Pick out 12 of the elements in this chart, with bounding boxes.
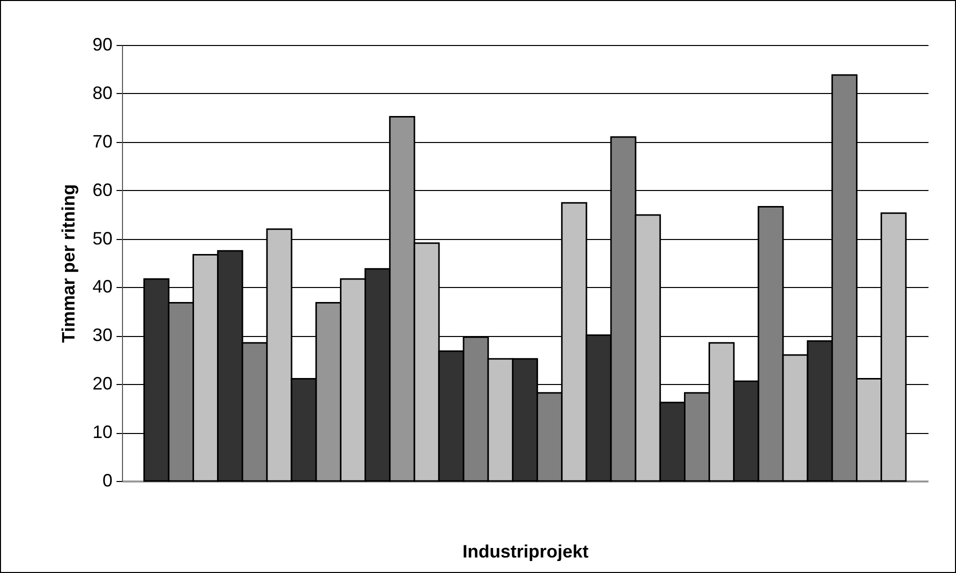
y-tick-label: 50 <box>92 228 112 248</box>
y-tick-label: 90 <box>92 34 112 54</box>
y-axis-title: Timmar per ritning <box>58 184 78 343</box>
y-tick-label: 0 <box>102 470 112 490</box>
y-tick-label: 30 <box>92 325 112 346</box>
y-tick-label: 20 <box>92 374 112 394</box>
y-tick-label: 10 <box>92 422 112 442</box>
y-tick-label: 70 <box>92 131 112 152</box>
y-tick-label: 40 <box>92 276 112 297</box>
x-axis-title: Industriprojekt <box>462 542 589 562</box>
y-tick-label: 80 <box>92 82 112 103</box>
y-tick-label: 60 <box>92 180 112 200</box>
